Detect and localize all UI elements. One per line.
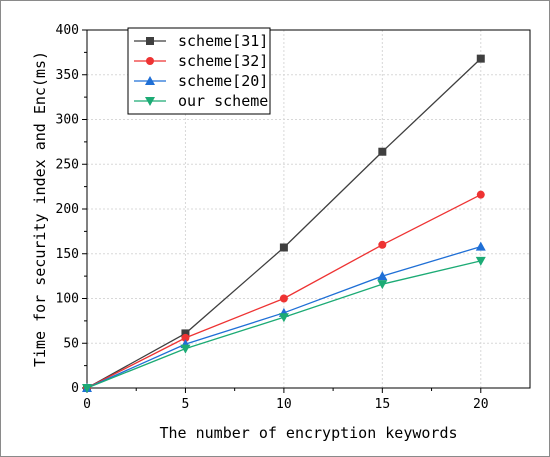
y-tick-label: 300 [56, 113, 79, 128]
series-2 [83, 190, 485, 392]
legend-label: scheme[32] [178, 52, 268, 70]
series-point [475, 241, 486, 251]
legend-label: scheme[20] [178, 72, 268, 90]
x-axis-label: The number of encryption keywords [159, 424, 457, 442]
series-point [279, 294, 288, 303]
y-tick-label: 200 [56, 202, 79, 217]
y-tick-label: 250 [56, 157, 79, 172]
x-tick-label: 10 [276, 397, 292, 412]
series-point [476, 54, 485, 63]
series-point [180, 344, 191, 354]
series-point [377, 271, 388, 281]
legend-item: our scheme [134, 92, 268, 110]
series-point [146, 37, 154, 45]
y-tick-label: 0 [71, 381, 79, 396]
series-point [476, 190, 485, 199]
axis-ticks: 0 50 100 150 200 250 300 350 400 0 5 10 15 20 [56, 23, 489, 412]
legend-label: scheme[31] [178, 32, 268, 50]
x-tick-label: 15 [375, 397, 391, 412]
y-tick-label: 100 [56, 292, 79, 307]
series-point [377, 280, 388, 290]
series-point [475, 256, 486, 266]
series-4 [82, 256, 486, 393]
legend-item: scheme[31] [134, 32, 268, 50]
series-point [181, 333, 190, 342]
series-point [278, 313, 289, 323]
y-axis-label: Time for security index and Enc(ms) [31, 51, 49, 367]
series-point [279, 243, 288, 252]
y-tick-label: 350 [56, 68, 79, 83]
series-point [181, 329, 190, 338]
series-point [82, 384, 92, 393]
y-tick-label: 50 [63, 336, 79, 351]
grid [87, 30, 530, 388]
series-point [145, 76, 155, 85]
series-point [145, 97, 155, 106]
series-point [146, 57, 154, 65]
series-point [378, 240, 387, 249]
x-tick-label: 0 [83, 397, 91, 412]
legend-item: scheme[32] [134, 52, 268, 70]
legend: scheme[31] scheme[32] scheme[20] our scheme [127, 27, 271, 115]
x-tick-label: 5 [182, 397, 190, 412]
series-point [378, 147, 387, 156]
y-tick-label: 150 [56, 247, 79, 262]
y-tick-label: 400 [56, 23, 79, 38]
legend-label: our scheme [178, 92, 268, 110]
series-layer [82, 54, 486, 393]
legend-item: scheme[20] [134, 72, 268, 90]
x-tick-label: 20 [473, 397, 489, 412]
